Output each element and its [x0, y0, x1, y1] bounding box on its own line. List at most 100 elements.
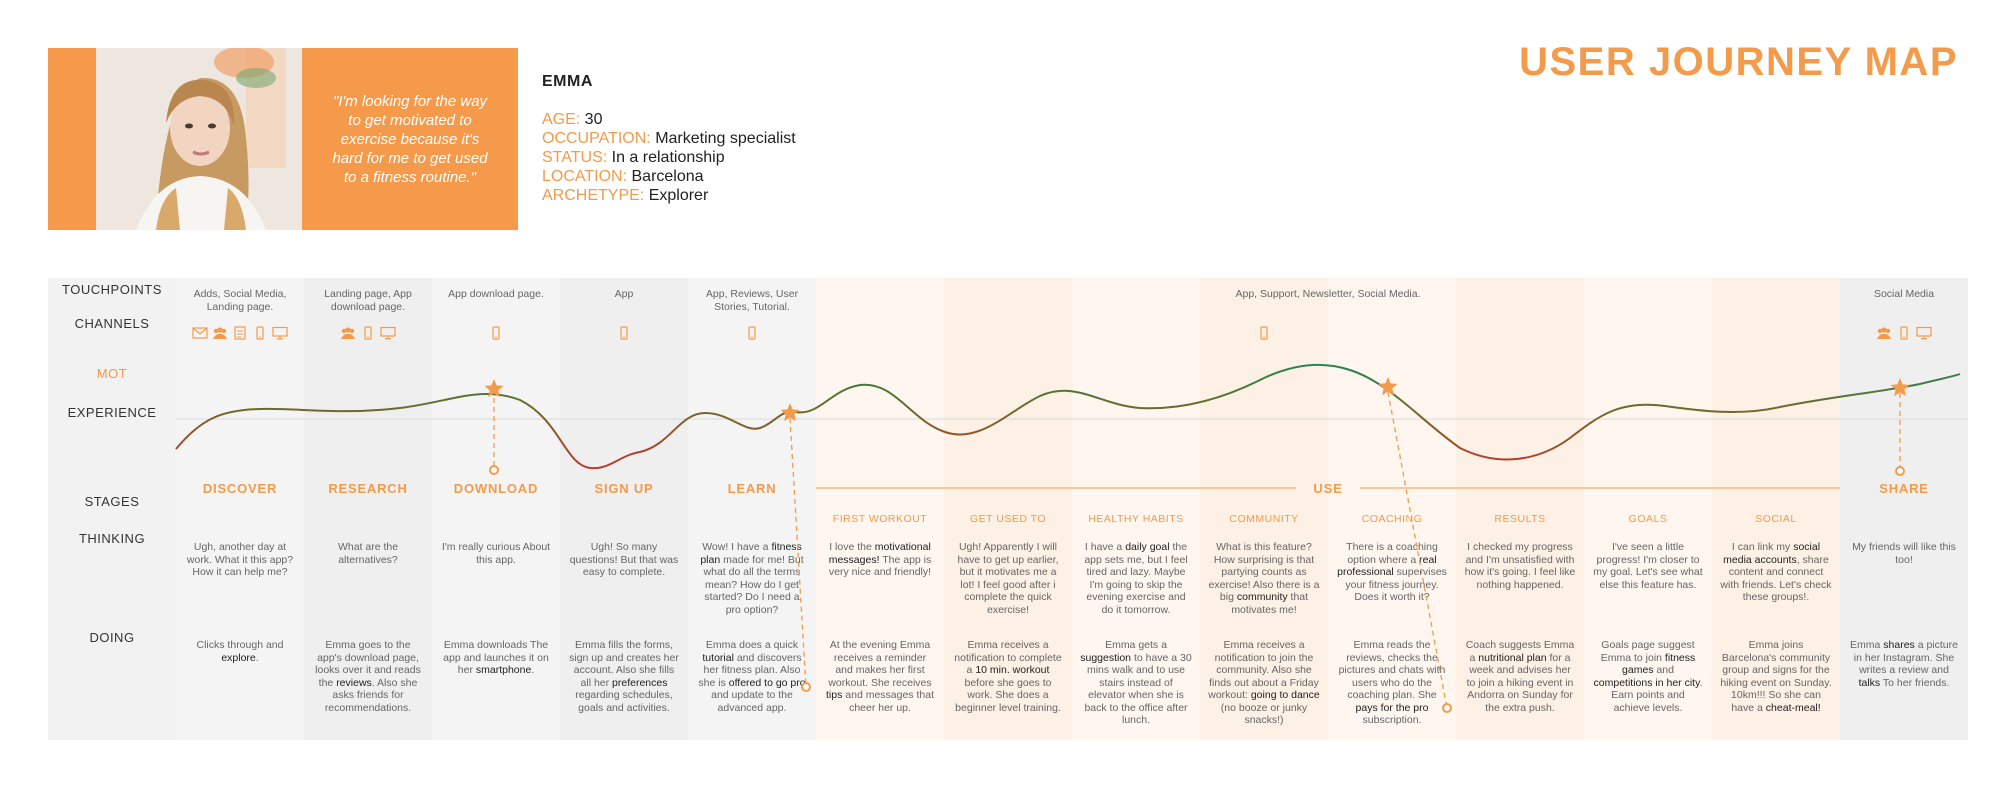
doing-text: Emma shares a picture in her Instagram. … [1850, 639, 1958, 689]
row-label-doing: DOING [89, 630, 135, 645]
thinking-text: Ugh! Apparently I will have to get up ea… [957, 541, 1059, 616]
desktop-icon [1916, 326, 1932, 340]
desktop-icon [380, 326, 396, 340]
channel-icons [560, 326, 688, 340]
touchpoints-text: Adds, Social Media, Landing page. [193, 288, 287, 313]
thinking-text: I can link my social media accounts, sha… [1720, 541, 1832, 603]
doing-text: Emma joins Barcelona's community group a… [1720, 639, 1832, 714]
persona-name: EMMA [542, 73, 593, 90]
stage-column [1712, 278, 1840, 740]
mot-star-learn [780, 403, 800, 422]
persona-field-key: LOCATION: [542, 168, 628, 185]
touchpoints-text: App, Reviews, User Stories, Tutorial. [705, 288, 799, 313]
persona-field-key: OCCUPATION: [542, 130, 651, 147]
thinking-text: Ugh! So many questions! But that was eas… [569, 541, 679, 578]
row-label-mot: MOT [96, 366, 128, 381]
persona-field: AGE: 30 [542, 110, 796, 129]
people-icon [213, 327, 227, 339]
persona-field-value: Barcelona [627, 168, 704, 185]
mot-leader-download-dot [489, 465, 499, 475]
persona-portrait [96, 48, 302, 230]
mot-star-share [1890, 378, 1910, 397]
thinking-text: Wow! I have a fitness plan made for me! … [700, 541, 804, 616]
doing-text: Emma receives a notification to complete… [954, 639, 1062, 714]
phone-icon [1900, 326, 1908, 340]
substage-label: GET USED TO [969, 513, 1047, 525]
persona-fields: AGE: 30 OCCUPATION: Marketing specialist S… [542, 110, 796, 205]
persona-field-key: ARCHETYPE: [542, 187, 645, 204]
stage-column [432, 278, 560, 740]
persona-field: STATUS: In a relationship [542, 148, 796, 167]
doing-text: Emma downloads The app and launches it o… [443, 639, 549, 676]
doing-text: Emma receives a notification to join the… [1208, 639, 1320, 726]
doing-text: Emma fills the forms, sign up and create… [569, 639, 679, 714]
touchpoints-text: App [614, 288, 634, 300]
phone-icon [364, 326, 372, 340]
use-touchpoints-text: App, Support, Newsletter, Social Media. [1235, 288, 1421, 300]
persona-info: EMMA AGE: 30 OCCUPATION: Marketing specia… [542, 72, 796, 205]
substage-label: COMMUNITY [1229, 513, 1299, 525]
stage-label: SIGN UP [594, 481, 654, 496]
stage-column [1072, 278, 1200, 740]
substage-label: COACHING [1361, 513, 1423, 525]
mot-star-download [484, 379, 504, 398]
persona-field: LOCATION: Barcelona [542, 167, 796, 186]
persona-field: OCCUPATION: Marketing specialist [542, 129, 796, 148]
touchpoints-text: Landing page, App download page. [324, 288, 412, 313]
doing-text: Emma does a quick tutorial and discovers… [698, 639, 806, 714]
thinking-text: I'm really curious About this app. [441, 541, 551, 566]
mot-leader-coaching [1387, 391, 1448, 709]
persona-field-value: 30 [580, 111, 603, 128]
document-icon [234, 326, 246, 340]
persona-field-value: In a relationship [607, 149, 725, 166]
persona-card: "I'm looking for the way to get motivate… [48, 48, 518, 230]
thinking-text: What is this feature? How surprising is … [1208, 541, 1320, 616]
stage-column [1584, 278, 1712, 740]
row-label-experience: EXPERIENCE [67, 405, 157, 420]
channel-icons [688, 326, 816, 340]
experience-curve [175, 363, 1961, 470]
persona-field-key: AGE: [542, 111, 581, 128]
stage-column [816, 278, 944, 740]
mot-leader-share-dot [1895, 466, 1905, 476]
substage-label: HEALTHY HABITS [1088, 513, 1184, 525]
row-label-channels: CHANNELS [74, 316, 150, 331]
thinking-text: Ugh, another day at work. What it this a… [186, 541, 294, 578]
doing-text: Emma goes to the app's download page, lo… [315, 639, 421, 714]
page-title: USER JOURNEY MAP [1519, 40, 1958, 84]
phone-icon [748, 326, 756, 340]
doing-text: At the evening Emma receives a reminder … [826, 639, 934, 714]
thinking-text: What are the alternatives? [337, 541, 399, 566]
persona-photo [96, 48, 302, 230]
row-label-stages: STAGES [84, 494, 140, 509]
channel-icons [432, 326, 560, 340]
substage-label: FIRST WORKOUT [832, 513, 928, 525]
phone-icon [620, 326, 628, 340]
thinking-text: I have a daily goal the app sets me, but… [1084, 541, 1188, 616]
channel-icons [304, 326, 432, 340]
people-icon [341, 327, 355, 339]
stage-column [688, 278, 816, 740]
mot-leader-coaching-dot [1442, 703, 1452, 713]
stage-column [304, 278, 432, 740]
substage-label: RESULTS [1494, 513, 1546, 525]
mot-star-coaching [1378, 377, 1398, 396]
touchpoints-text: App download page. [448, 288, 544, 300]
stage-label: DOWNLOAD [453, 481, 539, 496]
people-icon [1877, 327, 1891, 339]
stage-column [176, 278, 304, 740]
persona-field-key: STATUS: [542, 149, 608, 166]
stage-column [1328, 278, 1456, 740]
persona-field-value: Marketing specialist [650, 130, 796, 147]
channel-icons [1840, 326, 1968, 340]
mail-icon [192, 327, 208, 339]
doing-text: Emma gets a suggestion to have a 30 mins… [1080, 639, 1192, 726]
persona-quote: "I'm looking for the way to get motivate… [332, 92, 488, 186]
substage-label: GOALS [1628, 513, 1668, 525]
phone-icon [1260, 326, 1268, 340]
thinking-text: I checked my progress and I'm unsatisfie… [1464, 541, 1576, 591]
channel-icons [1200, 326, 1328, 340]
phone-icon [492, 326, 500, 340]
persona-field: ARCHETYPE: Explorer [542, 186, 796, 205]
stage-column [944, 278, 1072, 740]
